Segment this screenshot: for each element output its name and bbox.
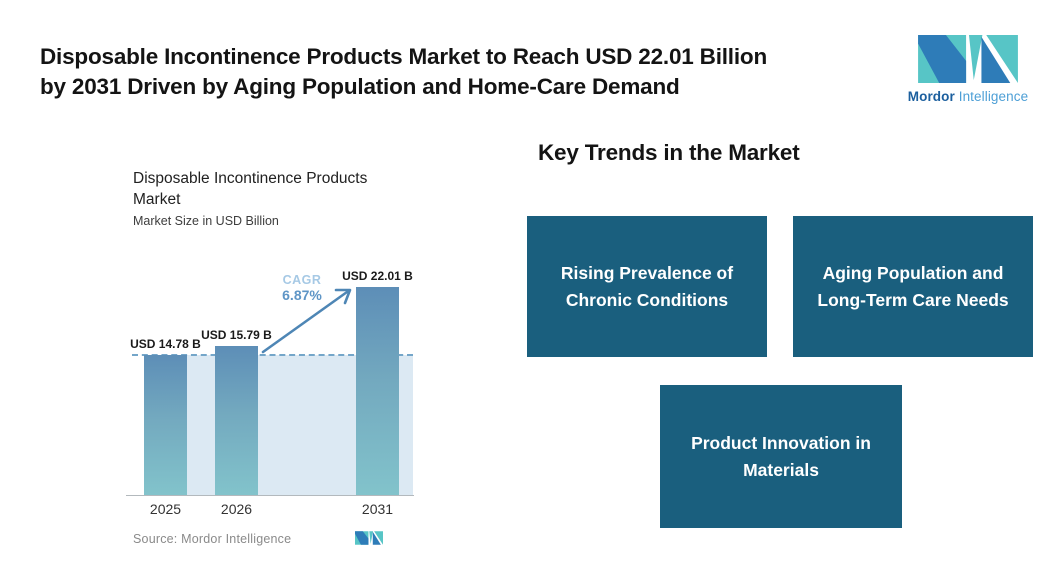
brand-wordmark: Mordor Intelligence xyxy=(893,89,1043,104)
page-title: Disposable Incontinence Products Market … xyxy=(40,42,920,102)
chart-header: Disposable Incontinence Products Market … xyxy=(133,168,391,228)
trend-card-label: Aging Population and Long-Term Care Need… xyxy=(817,262,1009,310)
chart-source: Source: Mordor Intelligence xyxy=(133,532,292,546)
cagr-label: CAGR xyxy=(282,273,322,287)
x-axis-label-2031: 2031 xyxy=(361,501,394,517)
x-axis-label-2025: 2025 xyxy=(149,501,182,517)
brand-word-mordor: Mordor xyxy=(907,89,955,104)
trends-heading: Key Trends in the Market xyxy=(538,140,800,165)
mordor-intelligence-m-icon-small xyxy=(355,531,383,545)
bar-value-label-2025: USD 14.78 B xyxy=(130,337,201,352)
chart-source-row: Source: Mordor Intelligence xyxy=(133,530,393,550)
trend-card-chronic-conditions: Rising Prevalence of Chronic Conditions xyxy=(527,216,767,357)
mordor-intelligence-m-icon xyxy=(918,35,1018,83)
trend-card-label: Rising Prevalence of Chronic Conditions xyxy=(560,262,734,310)
growth-arrow-icon xyxy=(261,288,352,354)
brand-logo: Mordor Intelligence xyxy=(893,35,1043,104)
trend-card-product-innovation: Product Innovation in Materials xyxy=(660,385,902,528)
bar-value-label-2031: USD 22.01 B xyxy=(342,269,413,283)
page-title-line1: Disposable Incontinence Products Market … xyxy=(40,44,767,69)
x-axis-line xyxy=(126,495,414,496)
trend-card-aging-population: Aging Population and Long-Term Care Need… xyxy=(793,216,1033,357)
bar-2025 xyxy=(144,355,187,495)
trend-card-label: Product Innovation in Materials xyxy=(691,432,871,480)
brand-word-intelligence: Intelligence xyxy=(958,89,1029,104)
chart-plot: CAGR 6.87% USD 14.78 B 2025 USD 15.79 B 202… xyxy=(126,265,418,525)
page-title-line2: by 2031 Driven by Aging Population and H… xyxy=(40,74,680,99)
chart-title: Disposable Incontinence Products Market xyxy=(133,170,368,208)
bar-value-label-2026: USD 15.79 B xyxy=(201,327,272,342)
cagr-annotation: CAGR 6.87% xyxy=(270,273,334,303)
bar-2031 xyxy=(356,287,399,495)
bar-2026 xyxy=(215,345,258,495)
reference-dashed-line xyxy=(132,354,413,357)
x-axis-label-2026: 2026 xyxy=(220,501,253,517)
cagr-value: 6.87% xyxy=(282,287,322,303)
chart-subtitle: Market Size in USD Billion xyxy=(133,214,279,228)
